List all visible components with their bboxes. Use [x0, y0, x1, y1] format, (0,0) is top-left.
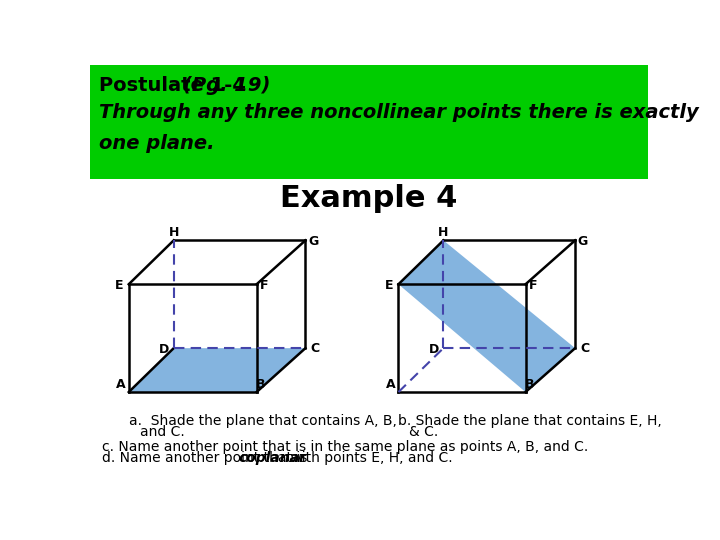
Text: with points E, H, and C.: with points E, H, and C.: [286, 451, 453, 465]
Text: C: C: [310, 342, 319, 355]
Text: coplanar: coplanar: [238, 451, 306, 465]
Text: a.  Shade the plane that contains A, B,: a. Shade the plane that contains A, B,: [129, 414, 397, 428]
Text: Example 4: Example 4: [280, 184, 458, 213]
Text: F: F: [529, 279, 538, 292]
Polygon shape: [398, 240, 575, 392]
Text: H: H: [438, 226, 449, 239]
Text: and C.: and C.: [140, 425, 184, 439]
Text: C: C: [580, 342, 589, 355]
Text: A: A: [386, 378, 395, 391]
Text: one plane.: one plane.: [99, 134, 215, 153]
Text: b. Shade the plane that contains E, H,: b. Shade the plane that contains E, H,: [398, 414, 662, 428]
Text: (Pg. 19): (Pg. 19): [183, 76, 271, 96]
Text: E: E: [115, 279, 124, 292]
Text: E: E: [385, 279, 393, 292]
Text: H: H: [168, 226, 179, 239]
Text: c. Name another point that is in the same plane as points A, B, and C.: c. Name another point that is in the sam…: [102, 440, 588, 454]
Text: G: G: [308, 235, 318, 248]
Text: G: G: [577, 235, 588, 248]
Polygon shape: [129, 348, 305, 392]
Text: D: D: [429, 343, 439, 356]
Text: & C.: & C.: [409, 425, 438, 439]
Bar: [90, 65, 648, 179]
Text: D: D: [159, 343, 169, 356]
Text: Through any three noncollinear points there is exactly: Through any three noncollinear points th…: [99, 103, 699, 122]
Text: Postulate 1-4: Postulate 1-4: [99, 76, 253, 96]
Text: B: B: [525, 378, 534, 391]
Text: d. Name another point that is: d. Name another point that is: [102, 451, 311, 465]
Text: B: B: [256, 378, 265, 391]
Text: A: A: [116, 378, 126, 391]
Text: F: F: [260, 279, 269, 292]
